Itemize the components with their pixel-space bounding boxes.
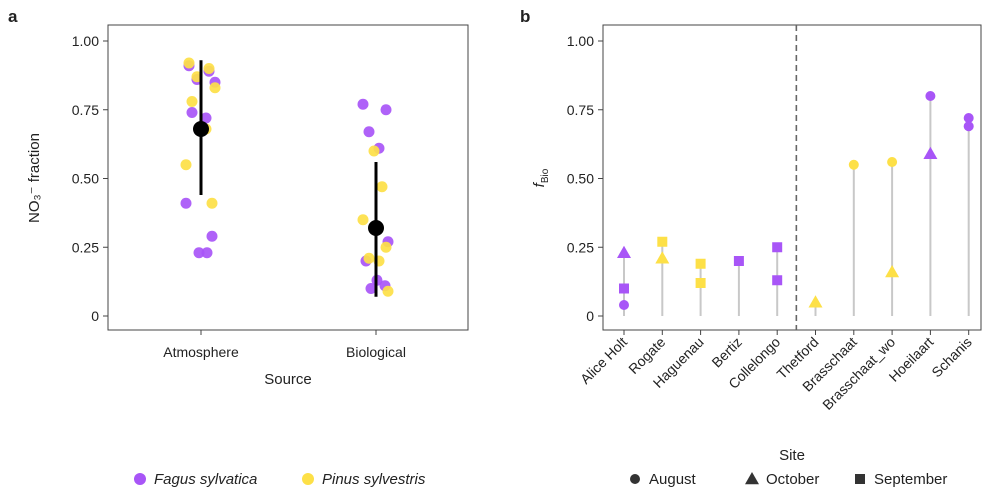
panel-b-point [617, 245, 631, 258]
panel-a-y-axis: 0 0.25 0.50 0.75 1.00 [72, 33, 108, 324]
panel-a-y-tick-label: 0.50 [72, 171, 99, 187]
panel-a-point [382, 285, 394, 297]
panel-b-y-tick-label: 0 [586, 308, 594, 324]
panel-a-points [180, 57, 394, 297]
panel-a-y-tick-label: 0 [91, 308, 99, 324]
month-shape-legend: August October September [630, 471, 947, 488]
panel-a-point [363, 252, 375, 264]
panel-a-point [180, 197, 192, 209]
panel-b-point [733, 256, 744, 266]
panel-b-y-axis-title: fBio [531, 168, 551, 187]
panel-b-point [887, 157, 898, 167]
panel-a-point [380, 104, 392, 116]
panel-a-point [209, 82, 221, 94]
panel-b-y-tick-label: 1.00 [567, 33, 594, 49]
panel-a-y-tick-label: 0.25 [72, 239, 99, 255]
panel-a-mean-point [193, 121, 209, 137]
panel-a-label: a [8, 7, 18, 26]
panel-b-x-tick-label: Schanis [928, 334, 975, 381]
panel-b-x-tick-label: Alice Holt [577, 334, 630, 387]
panel-b-y-tick-label: 0.50 [567, 171, 594, 187]
panel-b-point [808, 295, 823, 308]
legend-september-label: September [874, 471, 947, 488]
panel-a-point [357, 98, 369, 110]
panel-b-point [963, 121, 974, 132]
panel-b-point [772, 242, 783, 253]
panel-b-point [848, 159, 859, 170]
panel-a-point [206, 230, 218, 242]
panel-a-x-axis: Atmosphere Biological [163, 330, 406, 360]
legend-fagus-label: Fagus sylvatica [154, 471, 257, 488]
panel-a-point [186, 107, 198, 118]
panel-b-y-axis: 0 0.25 0.50 0.75 1.00 [567, 33, 603, 324]
panel-b-point [695, 258, 706, 269]
legend-october-marker [745, 472, 759, 485]
panel-a-point [380, 241, 392, 253]
panel-a-point [365, 283, 377, 294]
panel-a-mean-point [368, 220, 384, 236]
panel-a-point [206, 197, 218, 209]
panel-a-y-axis-title: NO₃⁻ fraction [26, 133, 43, 223]
panel-b-point [619, 300, 629, 310]
species-legend: Fagus sylvatica Pinus sylvestris [134, 471, 426, 488]
panel-a-x-tick-label: Atmosphere [163, 344, 239, 360]
panel-a-point [203, 63, 215, 74]
panel-a-y-tick-label: 1.00 [72, 33, 99, 49]
panel-b-plot-frame [602, 24, 982, 331]
panel-b-point [695, 278, 706, 288]
panel-a-x-tick-label: Biological [346, 344, 406, 360]
panel-b-y-axis-title-main: f [531, 181, 548, 187]
legend-september-marker [855, 474, 865, 484]
panel-b-label: b [520, 7, 530, 26]
panel-b-y-axis-title-sub: Bio [540, 168, 551, 183]
panel-b-point [657, 236, 668, 247]
legend-august-label: August [649, 471, 697, 488]
legend-pinus-label: Pinus sylvestris [322, 471, 426, 488]
legend-pinus-marker [302, 473, 314, 485]
panel-b: b 0 0.25 0.50 0.75 1.00 Alice HoltRogateHagu… [520, 7, 982, 488]
legend-october-label: October [766, 471, 819, 488]
panel-b-point [772, 275, 783, 286]
panel-a-point [180, 159, 192, 171]
panel-b-point [963, 113, 974, 123]
panel-b-x-axis-title: Site [779, 447, 805, 464]
panel-b-point [923, 146, 938, 159]
panel-a-means [193, 60, 384, 297]
panel-a: a 0 0.25 0.50 0.75 1.00 Atmosphere Biological… [8, 7, 469, 488]
panel-a-point [193, 247, 205, 259]
panel-b-points [617, 91, 974, 310]
panel-b-y-tick-label: 0.25 [567, 239, 594, 255]
panel-a-plot-frame [107, 24, 469, 331]
panel-a-x-axis-title: Source [264, 371, 312, 388]
panel-b-point [925, 91, 936, 101]
panel-a-point [183, 57, 195, 69]
panel-a-point [363, 126, 375, 138]
panel-b-point [885, 265, 900, 278]
panel-b-point [619, 283, 629, 294]
panel-a-point [200, 112, 212, 124]
panel-a-point [201, 247, 213, 259]
panel-a-point [186, 96, 198, 107]
panel-a-point [376, 181, 388, 193]
legend-fagus-marker [134, 473, 146, 485]
panel-b-point [655, 251, 670, 264]
panel-a-point [357, 214, 369, 226]
panel-a-point [368, 145, 380, 157]
legend-august-marker [630, 474, 640, 484]
panel-a-y-tick-label: 0.75 [72, 102, 99, 118]
panel-b-y-tick-label: 0.75 [567, 102, 594, 118]
